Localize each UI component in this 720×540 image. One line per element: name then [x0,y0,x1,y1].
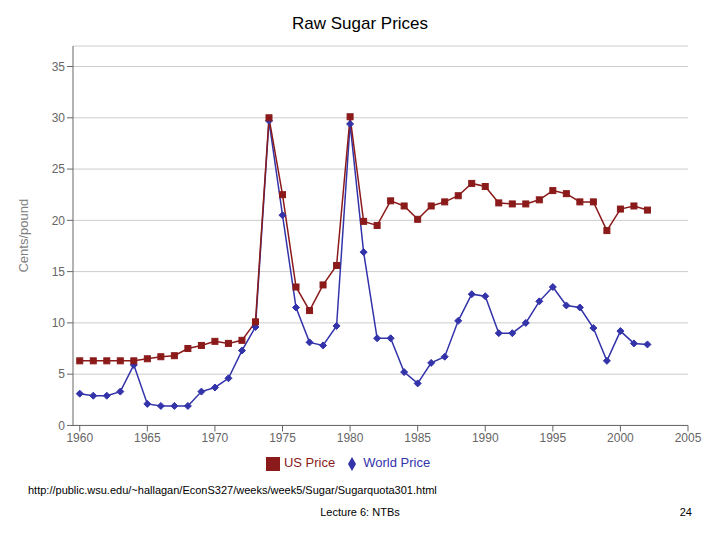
svg-text:1990: 1990 [472,431,499,445]
html-text:Raw Sugar Prices: Raw Sugar Prices [292,14,428,33]
svg-text:0: 0 [58,419,65,433]
svg-text:1980: 1980 [337,431,364,445]
html-text:Lecture 6: NTBs: Lecture 6: NTBs [320,506,400,518]
html-text:US Price: US Price [283,455,336,471]
html-text:http://public.wsu.edu/~hallaga: http://public.wsu.edu/~hallagan/EconS327… [28,484,437,496]
svg-text:1985: 1985 [404,431,431,445]
svg-text:30: 30 [52,111,66,125]
svg-text:2005: 2005 [675,431,702,445]
svg-text:1995: 1995 [539,431,566,445]
svg-text:1975: 1975 [269,431,296,445]
svg-text:20: 20 [52,214,66,228]
svg-text:1965: 1965 [134,431,161,445]
html-text:World Price: World Price [363,455,431,471]
svg-text:35: 35 [52,60,66,74]
svg-text:2000: 2000 [607,431,634,445]
svg-text:Cents/pound: Cents/pound [16,199,31,273]
svg-text:15: 15 [52,265,66,279]
html-text:24: 24 [679,506,692,518]
svg-text:1970: 1970 [202,431,229,445]
svg-text:10: 10 [52,316,66,330]
svg-text:1960: 1960 [66,431,93,445]
svg-text:25: 25 [52,162,66,176]
svg-text:5: 5 [58,367,65,381]
